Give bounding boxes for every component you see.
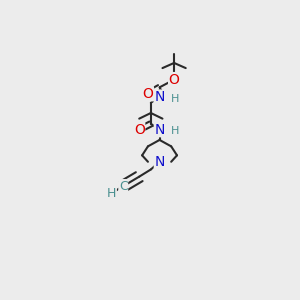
Text: H: H bbox=[171, 126, 179, 136]
Text: N: N bbox=[154, 90, 165, 104]
Text: H: H bbox=[171, 94, 179, 103]
Text: N: N bbox=[154, 155, 165, 169]
Text: O: O bbox=[134, 123, 145, 137]
Text: C: C bbox=[119, 180, 128, 193]
Text: H: H bbox=[107, 187, 116, 200]
Text: O: O bbox=[142, 87, 153, 101]
Text: O: O bbox=[169, 73, 179, 87]
Text: N: N bbox=[154, 123, 165, 137]
